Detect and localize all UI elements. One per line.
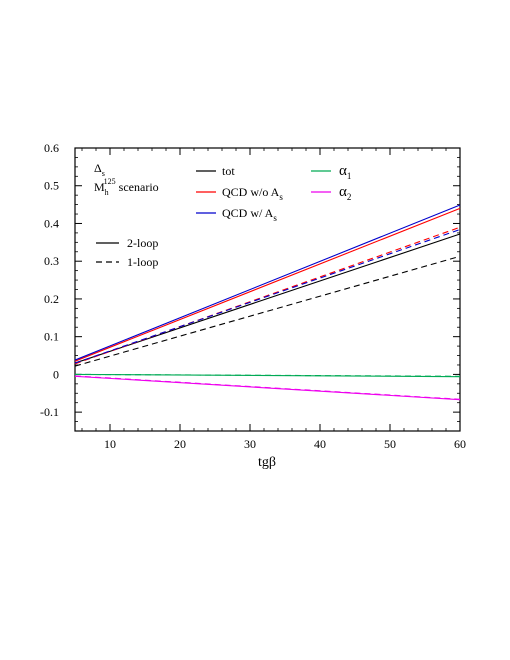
legend-layer: tot QCD w/o As QCD w/ As α1 α2 2-loop 1-loop — [96, 163, 351, 269]
ticks-layer: 10 20 30 40 50 60 -0.1 0 0.1 0.2 0.3 0.4 0.5 0.6 — [40, 141, 466, 451]
x-tick-label: 50 — [384, 437, 396, 451]
annotation-text: Δs — [94, 161, 105, 178]
y-tick-label: 0.1 — [44, 330, 59, 344]
series-line-qcd-w-o-as-1-loop — [74, 226, 461, 365]
y-tick-label: -0.1 — [40, 405, 59, 419]
legend-label: QCD w/o As — [222, 185, 283, 202]
y-tick-label: 0.4 — [44, 216, 59, 230]
x-tick-label: 30 — [244, 437, 256, 451]
x-tick-label: 10 — [104, 437, 116, 451]
annotation-text: Mh125 scenario — [94, 177, 159, 197]
legend-style-label: 2-loop — [127, 236, 158, 250]
legend-label: α2 — [339, 184, 351, 202]
y-tick-label: 0 — [53, 367, 59, 381]
x-tick-label: 40 — [314, 437, 326, 451]
y-tick-label: 0.5 — [44, 179, 59, 193]
series-line--2-1-loop — [74, 375, 461, 400]
series-layer — [74, 204, 461, 401]
x-tick-label: 60 — [454, 437, 466, 451]
legend-style-label: 1-loop — [127, 255, 158, 269]
x-axis-label: tgβ — [258, 455, 276, 470]
series-line-tot-1-loop — [74, 255, 461, 367]
series-line-qcd-w-o-as-2-loop — [74, 207, 461, 362]
series-line-tot-2-loop — [74, 233, 461, 364]
x-tick-label: 20 — [174, 437, 186, 451]
y-tick-label: 0.6 — [44, 141, 59, 155]
legend-label: α1 — [339, 163, 351, 181]
y-tick-label: 0.2 — [44, 292, 59, 306]
legend-label: tot — [222, 164, 235, 178]
legend-label: QCD w/ As — [222, 206, 277, 223]
series-line--1-1-loop — [74, 373, 461, 377]
series-line-qcd-w-as-2-loop — [74, 204, 461, 361]
y-tick-label: 0.3 — [44, 254, 59, 268]
series-line-qcd-w-as-1-loop — [74, 228, 461, 364]
